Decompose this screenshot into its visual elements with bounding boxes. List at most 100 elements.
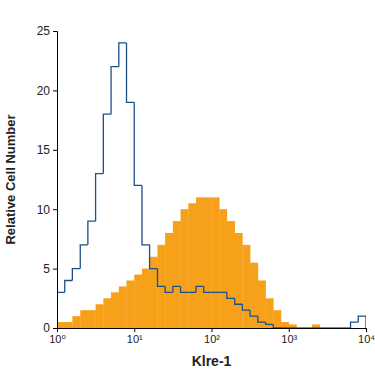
tick-mark bbox=[366, 328, 367, 332]
plot-area bbox=[57, 43, 366, 328]
histogram-step bbox=[96, 174, 104, 222]
tick-label: 10¹ bbox=[127, 333, 143, 345]
tick-mark bbox=[289, 328, 290, 332]
histogram-step bbox=[250, 310, 258, 316]
tick: 10³ bbox=[281, 328, 297, 345]
histogram-bar bbox=[57, 322, 65, 328]
histogram-step bbox=[111, 67, 119, 115]
tick: 10⁴ bbox=[358, 328, 375, 345]
histogram-step bbox=[204, 286, 212, 292]
histogram-step bbox=[196, 286, 204, 292]
tick-label: 10 bbox=[37, 203, 51, 217]
histogram-bar bbox=[351, 328, 359, 329]
axis-line bbox=[58, 329, 367, 333]
histogram-step bbox=[158, 269, 166, 287]
histogram-bar bbox=[196, 197, 204, 328]
histogram-bar bbox=[250, 263, 258, 328]
tick-label: 10⁴ bbox=[358, 333, 375, 345]
histogram-step bbox=[289, 327, 297, 328]
histogram-bar bbox=[212, 197, 220, 328]
tick-label: 5 bbox=[43, 262, 50, 276]
tick: 10¹ bbox=[127, 328, 143, 345]
histogram-step bbox=[150, 245, 158, 269]
histogram-step bbox=[266, 322, 274, 324]
histogram-bar bbox=[88, 310, 96, 328]
histogram-bar bbox=[165, 233, 173, 328]
histogram-bar bbox=[273, 310, 281, 328]
series-0 bbox=[57, 197, 320, 328]
histogram-step bbox=[188, 292, 196, 293]
tick-mark bbox=[53, 90, 57, 91]
histogram-bar bbox=[111, 292, 119, 328]
histogram-bar bbox=[188, 203, 196, 328]
tick: 20 bbox=[37, 84, 57, 98]
chart: 10⁰10¹10²10³10⁴0510152025Klre-1Relative … bbox=[0, 0, 375, 375]
histogram-step bbox=[142, 185, 150, 244]
tick-mark bbox=[134, 328, 135, 332]
histogram-bar bbox=[119, 286, 127, 328]
histogram-step bbox=[312, 327, 320, 328]
histogram-bar bbox=[96, 304, 104, 328]
tick: 25 bbox=[37, 24, 57, 38]
histogram-bar bbox=[72, 316, 80, 328]
axis-line bbox=[53, 32, 58, 329]
tick: 10⁰ bbox=[49, 328, 66, 345]
histogram-bar bbox=[150, 257, 158, 328]
histogram-step bbox=[304, 327, 312, 328]
histogram-step bbox=[358, 316, 366, 328]
tick: 10 bbox=[37, 203, 57, 217]
tick-mark bbox=[53, 209, 57, 210]
tick-mark bbox=[212, 328, 213, 332]
tick-mark bbox=[53, 328, 57, 329]
x-axis-title: Klre-1 bbox=[192, 353, 232, 369]
histogram-bar bbox=[297, 328, 305, 329]
histogram-step bbox=[80, 245, 88, 269]
histogram-bar bbox=[266, 298, 274, 328]
histogram-step bbox=[88, 221, 96, 245]
histogram-step bbox=[258, 316, 266, 322]
histogram-step bbox=[320, 327, 328, 328]
series-1 bbox=[57, 43, 366, 328]
histogram-step bbox=[173, 286, 181, 292]
histogram-bar bbox=[80, 310, 88, 328]
tick-label: 10⁰ bbox=[49, 333, 66, 345]
tick: 5 bbox=[43, 262, 57, 276]
histogram-bar bbox=[281, 322, 289, 328]
tick-label: 10³ bbox=[281, 333, 297, 345]
x-axis: 10⁰ 10¹ 10² 10³ 10⁴ bbox=[49, 328, 375, 345]
histogram-bar bbox=[312, 324, 320, 328]
histogram-bar bbox=[289, 324, 297, 328]
histogram-bar bbox=[327, 328, 335, 329]
tick-mark bbox=[53, 269, 57, 270]
histogram-step bbox=[273, 324, 281, 328]
histogram-bar bbox=[219, 209, 227, 328]
histogram-step bbox=[181, 286, 189, 292]
histogram-step bbox=[219, 292, 227, 293]
histogram-step bbox=[127, 43, 135, 102]
histogram-step bbox=[72, 269, 80, 281]
histogram-step bbox=[103, 114, 111, 173]
histogram-step bbox=[351, 322, 359, 328]
histogram-bar bbox=[235, 233, 243, 328]
histogram-bar bbox=[158, 245, 166, 328]
histogram-bar bbox=[227, 221, 235, 328]
histogram-step bbox=[297, 327, 305, 328]
histogram-step bbox=[335, 327, 343, 328]
y-axis-title: Relative Cell Number bbox=[3, 114, 18, 244]
histogram-step bbox=[57, 292, 65, 328]
tick: 10² bbox=[204, 328, 220, 345]
histogram-bar bbox=[320, 328, 328, 329]
histogram-bar bbox=[173, 221, 181, 328]
histogram-bar bbox=[335, 328, 343, 329]
histogram-bar bbox=[127, 280, 135, 328]
tick-mark bbox=[53, 31, 57, 32]
tick-label: 10² bbox=[204, 333, 220, 345]
tick-label: 25 bbox=[37, 24, 51, 38]
histogram-bar bbox=[343, 328, 351, 329]
histogram-step bbox=[327, 327, 335, 328]
tick-label: 0 bbox=[43, 321, 50, 335]
histogram-step bbox=[242, 304, 250, 310]
tick-mark bbox=[53, 150, 57, 151]
histogram-step bbox=[227, 292, 235, 298]
histogram-step bbox=[165, 286, 173, 292]
